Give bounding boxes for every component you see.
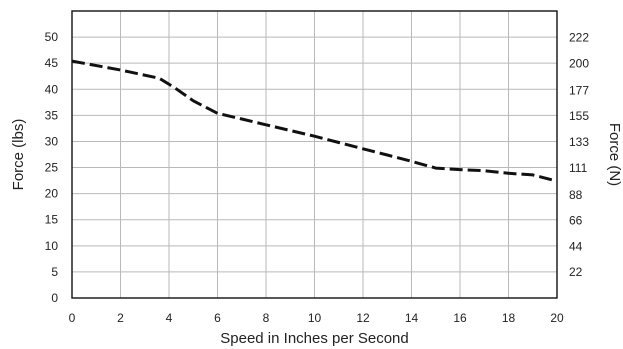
y-tick-label: 50 (45, 30, 59, 44)
y2-tick-label: 177 (569, 83, 589, 97)
y-tick-label: 35 (45, 108, 59, 122)
y2-tick-label: 222 (569, 31, 589, 45)
x-tick-label: 12 (356, 311, 370, 325)
y-tick-label: 25 (45, 161, 59, 175)
tick-labels: 0 2 4 6 8 10 12 14 16 18 2005101520253035404550224… (45, 30, 590, 325)
x-tick-label: 20 (550, 311, 564, 325)
x-tick-label: 8 (263, 311, 270, 325)
x-tick-label: 18 (502, 311, 516, 325)
y2-tick-label: 66 (569, 214, 583, 228)
x-axis-title: Speed in Inches per Second (220, 330, 408, 347)
plot-frame (71, 10, 558, 299)
grid (72, 10, 557, 298)
y-tick-label: 15 (45, 213, 59, 227)
y-tick-label: 20 (45, 187, 59, 201)
y-tick-label: 40 (45, 82, 59, 96)
x-tick-label: 10 (308, 311, 322, 325)
x-tick-label: 2 (117, 311, 124, 325)
y-tick-label: 10 (45, 239, 59, 253)
y-axis-title: Force (lbs) (10, 119, 27, 191)
y-tick-label: 45 (45, 56, 59, 70)
y2-tick-label: 155 (569, 109, 589, 123)
y2-tick-label: 200 (569, 56, 589, 70)
x-tick-label: 16 (453, 311, 467, 325)
y2-tick-label: 133 (569, 135, 589, 149)
y2-tick-label: 44 (569, 239, 583, 253)
y2-tick-label: 22 (569, 265, 583, 279)
force-series-line (71, 59, 558, 183)
x-tick-label: 14 (405, 311, 419, 325)
y-tick-label: 0 (51, 291, 58, 305)
y2-tick-label: 88 (569, 188, 583, 202)
x-tick-label: 6 (214, 311, 221, 325)
y2-tick-label: 111 (569, 161, 588, 175)
x-tick-label: 4 (166, 311, 173, 325)
x-tick-label: 0 (69, 311, 76, 325)
y-tick-label: 30 (45, 134, 59, 148)
y-tick-label: 5 (51, 265, 58, 279)
y2-axis-title: Force (N) (606, 123, 623, 186)
